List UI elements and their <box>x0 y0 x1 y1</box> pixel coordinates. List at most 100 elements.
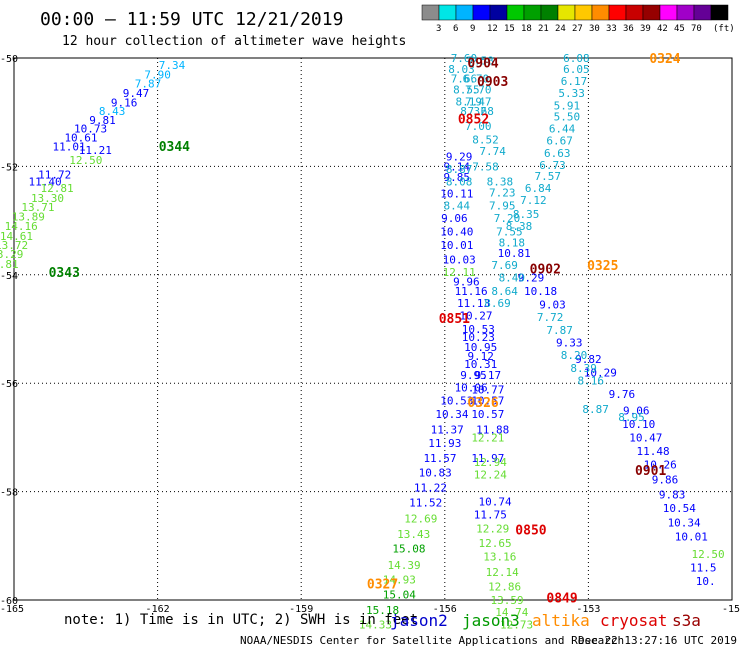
wave-height-label: 6.08 <box>563 52 590 65</box>
wave-height-label: 7.60 <box>451 52 478 65</box>
mission-name: cryosat <box>600 611 667 630</box>
wave-height-label: 8.87 <box>582 403 609 416</box>
wave-height-label: 6.05 <box>563 63 590 76</box>
wave-height-label: 10.27 <box>459 309 492 322</box>
wave-height-label: 9.03 <box>539 299 566 312</box>
color-scale-label: 24 <box>555 24 566 34</box>
wave-height-label: 10.73 <box>74 122 107 135</box>
wave-height-label: 10.29 <box>584 366 617 379</box>
color-swatch <box>608 4 627 21</box>
wave-height-label: 10.01 <box>675 531 708 544</box>
y-tick-label: -54 <box>0 271 18 282</box>
pass-time-label: 0851 <box>439 312 470 327</box>
wave-height-label: 9.95 <box>460 369 487 382</box>
wave-height-label: 8.18 <box>499 236 526 249</box>
wave-height-label: 14.39 <box>388 559 421 572</box>
wave-height-label: 5.50 <box>554 111 581 124</box>
wave-height-label: 12.86 <box>488 580 521 593</box>
color-scale-label: 42 <box>657 24 668 34</box>
wave-height-label: 9.76 <box>609 388 636 401</box>
wave-height-label: 10.31 <box>464 358 497 371</box>
wave-height-label: 10.81 <box>498 247 531 260</box>
wave-height-label: 11.5 <box>690 561 717 574</box>
wave-height-label: 8.39 <box>570 362 597 375</box>
wave-height-label: 9.82 <box>575 353 602 366</box>
wave-height-label: 7.68 <box>467 105 494 118</box>
color-swatch <box>659 4 678 21</box>
wave-height-label: 8.40 <box>499 272 526 285</box>
color-scale-label: 12 <box>487 24 498 34</box>
footnote: note: 1) Time is in UTC; 2) SWH is in fe… <box>64 612 418 628</box>
wave-height-label: 9.29 <box>518 272 545 285</box>
color-swatch <box>557 4 576 21</box>
pass-time-label: 0902 <box>530 262 561 277</box>
wave-height-label: 14.33 <box>359 618 392 631</box>
color-swatch <box>676 4 695 21</box>
x-tick-label: -162 <box>146 604 170 615</box>
wave-height-label: 7.58 <box>472 160 499 173</box>
plot-frame <box>13 57 733 601</box>
y-tick-label: -50 <box>0 54 18 65</box>
wave-height-label: 11.72 <box>38 169 71 182</box>
wave-height-label: 9.86 <box>652 474 679 487</box>
wave-height-label: 8.87 <box>446 163 473 176</box>
mission-legend: jason2 jason3 altika cryosat s3a <box>390 611 701 630</box>
wave-height-label: 12.24 <box>474 468 507 481</box>
color-swatch <box>642 4 661 21</box>
mission-name: jason3 <box>462 611 520 630</box>
color-scale-label: 15 <box>504 24 515 34</box>
color-swatch <box>489 4 508 21</box>
wave-height-label: 10.57 <box>471 408 504 421</box>
timestamp: Dec 22 13:27:16 UTC 2019 <box>578 634 737 647</box>
color-scale-label: 3 <box>436 24 441 34</box>
data-marks: 7.347.907.879.479.168.439.8110.7310.6111… <box>0 52 725 631</box>
wave-height-label: 10.77 <box>471 384 504 397</box>
color-swatch <box>574 4 593 21</box>
color-scale-label: 45 <box>674 24 685 34</box>
mission-name: s3a <box>672 611 701 630</box>
wave-height-label: 9.47 <box>123 87 150 100</box>
wave-height-label: 9.85 <box>444 171 471 184</box>
color-swatch <box>523 4 542 21</box>
wave-height-label: 11.22 <box>414 481 447 494</box>
wave-height-label: 10.34 <box>435 408 468 421</box>
wave-height-label: 8.64 <box>491 285 518 298</box>
pass-time-label: 0849 <box>546 591 577 606</box>
wave-height-label: 6.70 <box>463 73 490 86</box>
wave-height-label: 12.29 <box>476 522 509 535</box>
wave-height-label: 7.57 <box>534 170 561 183</box>
wave-height-label: 11.40 <box>29 176 62 189</box>
x-tick-label: -153 <box>576 604 600 615</box>
wave-height-label: 10.11 <box>440 188 473 201</box>
wave-height-label: 11.52 <box>409 496 442 509</box>
pass-time-label: 0904 <box>467 56 498 71</box>
wave-height-label: 7.66 <box>451 73 478 86</box>
wave-height-label: 10.18 <box>524 285 557 298</box>
wave-height-label: 10.54 <box>663 502 696 515</box>
color-scale-legend: 3 6 9 12 15 18 21 24 27 30 33 36 39 42 45 70 (ft) <box>421 4 735 34</box>
wave-height-label: 8.08 <box>446 176 473 189</box>
wave-height-label: 10.61 <box>64 132 97 145</box>
wave-height-label: 8.20 <box>561 349 588 362</box>
pass-time-label: 0325 <box>587 259 618 274</box>
wave-height-label: 8.19 <box>455 95 482 108</box>
wave-height-label: 6.17 <box>561 75 588 88</box>
wave-height-label: 11.57 <box>423 452 456 465</box>
wave-height-label: 10.74 <box>478 495 511 508</box>
wave-height-label: 10.26 <box>644 459 677 472</box>
wave-height-label: 10.10 <box>622 418 655 431</box>
x-tick-label: -156 <box>433 604 457 615</box>
wave-height-label: 9.33 <box>556 337 583 350</box>
color-swatch <box>540 4 559 21</box>
wave-height-label: 13.59 <box>490 594 523 607</box>
wave-height-label: 6.63 <box>544 147 571 160</box>
color-scale-label: 36 <box>623 24 634 34</box>
wave-height-label: 11.97 <box>471 452 504 465</box>
plot-area: -165 -162 -159 -156 -153 -15 -50 -52 -54 -56 -58 -6… <box>0 52 740 631</box>
credit-line: NOAA/NESDIS Center for Satellite Applica… <box>240 634 624 647</box>
y-tick-label: -60 <box>0 596 18 607</box>
wave-height-label: 7.47 <box>465 95 492 108</box>
wave-height-label: 13.72 <box>0 239 28 252</box>
wave-height-label: 13.30 <box>31 192 64 205</box>
wave-height-label: 14.16 <box>5 220 38 233</box>
